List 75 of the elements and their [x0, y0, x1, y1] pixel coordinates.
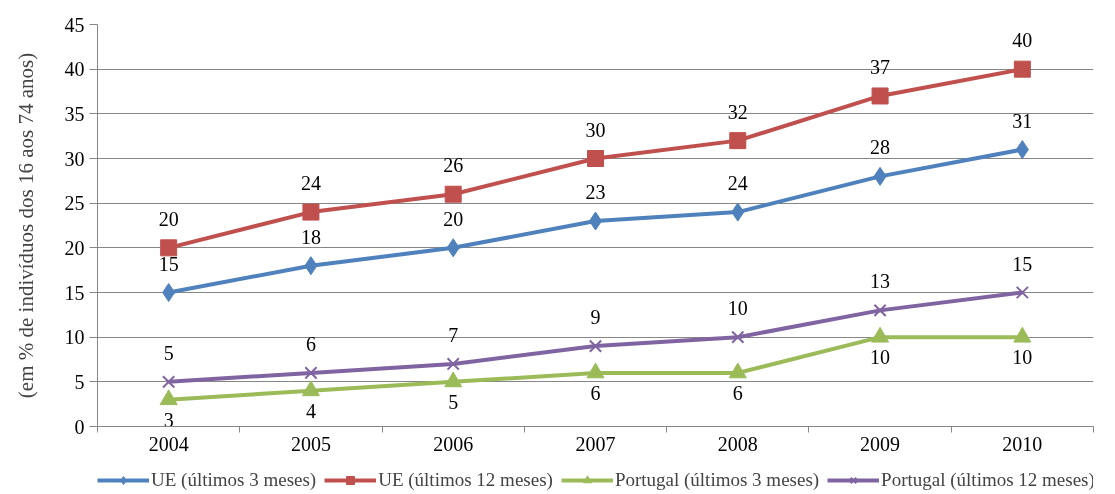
point	[728, 362, 747, 379]
y-tick-label: 45	[64, 13, 85, 36]
data-label: 5	[163, 341, 174, 364]
x-tick-label: 2005	[290, 432, 331, 455]
point	[160, 239, 178, 257]
data-label: 13	[870, 270, 891, 293]
data-label: 10	[870, 346, 891, 369]
y-axis-title: (em % de indivíduos dos 16 aos 74 anos)	[13, 52, 38, 399]
point	[162, 283, 176, 302]
data-label: 6	[305, 332, 316, 355]
data-label: 31	[1012, 109, 1033, 132]
point	[446, 238, 460, 258]
point	[304, 256, 318, 276]
point	[731, 330, 745, 344]
point	[587, 150, 604, 167]
point	[1013, 326, 1032, 343]
legend-label: UE (últimos 3 meses)	[151, 469, 317, 491]
point	[304, 366, 318, 380]
data-label: 6	[732, 381, 743, 404]
point	[588, 339, 603, 353]
point	[444, 371, 463, 388]
point	[871, 326, 890, 343]
data-label: 37	[870, 55, 891, 78]
point	[1015, 285, 1030, 300]
y-tick-label: 35	[64, 102, 85, 125]
x-tick-label: 2006	[433, 432, 474, 455]
data-label: 4	[305, 399, 316, 422]
point	[873, 166, 887, 186]
point	[1013, 60, 1031, 78]
point	[586, 362, 605, 379]
y-tick-label: 0	[74, 415, 85, 438]
legend-label: UE (últimos 12 meses)	[378, 469, 553, 491]
data-label: 18	[300, 225, 321, 248]
y-tick-label: 10	[64, 326, 85, 349]
x-tick-label: 2009	[860, 432, 901, 455]
point	[159, 389, 178, 406]
point	[444, 185, 462, 203]
point	[446, 357, 460, 371]
data-label: 23	[585, 181, 606, 204]
x-tick-label: 2004	[148, 432, 189, 455]
y-tick-label: 25	[64, 192, 85, 215]
data-label: 7	[448, 323, 459, 346]
data-label: 10	[727, 297, 748, 320]
legend-label: Portugal (últimos 3 meses)	[614, 469, 820, 491]
data-label: 10	[1012, 346, 1033, 369]
point	[301, 380, 320, 397]
data-label: 26	[443, 154, 464, 177]
data-label: 24	[727, 172, 748, 195]
point	[729, 132, 747, 150]
y-tick-label: 5	[74, 370, 85, 393]
x-tick-label: 2010	[1002, 432, 1043, 455]
x-tick-label: 2008	[717, 432, 758, 455]
data-label: 30	[585, 118, 606, 141]
point	[731, 202, 745, 222]
data-label: 6	[590, 381, 601, 404]
data-label: 20	[443, 207, 464, 230]
y-tick-label: 40	[64, 58, 85, 81]
point	[302, 203, 320, 221]
data-label: 40	[1012, 29, 1033, 52]
data-label: 24	[300, 172, 321, 195]
data-label: 5	[448, 390, 459, 413]
y-tick-label: 15	[64, 281, 85, 304]
data-label: 9	[590, 306, 601, 329]
point	[871, 87, 889, 105]
point	[1015, 140, 1029, 160]
data-label: 28	[870, 136, 891, 159]
point	[873, 303, 887, 318]
data-label: 15	[158, 252, 179, 275]
data-label: 20	[158, 207, 179, 230]
data-label: 15	[1012, 252, 1033, 275]
y-tick-label: 20	[64, 236, 85, 259]
point	[161, 375, 176, 389]
data-label: 32	[727, 100, 748, 123]
x-tick-label: 2007	[575, 432, 616, 455]
y-tick-label: 30	[64, 147, 85, 170]
